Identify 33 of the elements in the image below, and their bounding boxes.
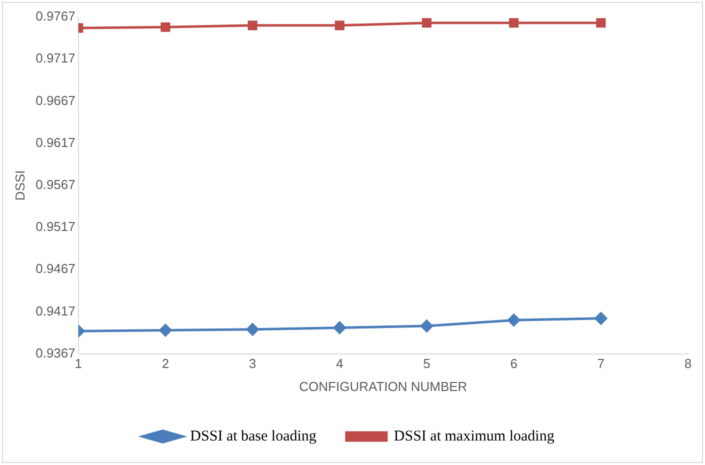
y-axis-title: DSSI: [12, 170, 28, 201]
point: [508, 314, 520, 326]
legend-label: DSSI at maximum loading: [394, 428, 555, 444]
y-tick-label: 0.9417: [36, 303, 76, 318]
point: [248, 20, 258, 30]
point: [333, 321, 346, 334]
point: [160, 22, 170, 32]
legend-label: DSSI at base loading: [190, 428, 317, 444]
point: [596, 18, 606, 28]
y-tick-label: 0.9367: [36, 345, 76, 360]
x-tick-label: 4: [336, 356, 344, 372]
x-tick-label: 3: [248, 356, 256, 372]
point: [422, 18, 432, 28]
point: [420, 320, 433, 332]
x-tick-label: 7: [597, 356, 605, 372]
y-tick-label: 0.9667: [36, 92, 76, 108]
x-tick-label: 2: [162, 356, 170, 372]
point: [594, 312, 608, 325]
point: [334, 20, 344, 30]
point: [159, 324, 172, 336]
x-axis-title: CONFIGURATION NUMBER: [299, 378, 468, 394]
x-tick-label: 8: [684, 356, 692, 372]
x-tick-label: 5: [423, 356, 430, 372]
y-tick-label: 0.9767: [36, 8, 76, 24]
y-tick-label: 0.9617: [36, 134, 76, 150]
x-tick-label: 6: [510, 356, 518, 372]
x-tick-label: 1: [74, 356, 82, 372]
point: [509, 18, 519, 28]
y-tick-label: 0.9517: [36, 219, 76, 234]
point: [246, 323, 259, 336]
y-tick-label: 0.9717: [36, 50, 76, 66]
y-tick-label: 0.9567: [36, 176, 76, 192]
y-tick-label: 0.9467: [36, 261, 76, 276]
